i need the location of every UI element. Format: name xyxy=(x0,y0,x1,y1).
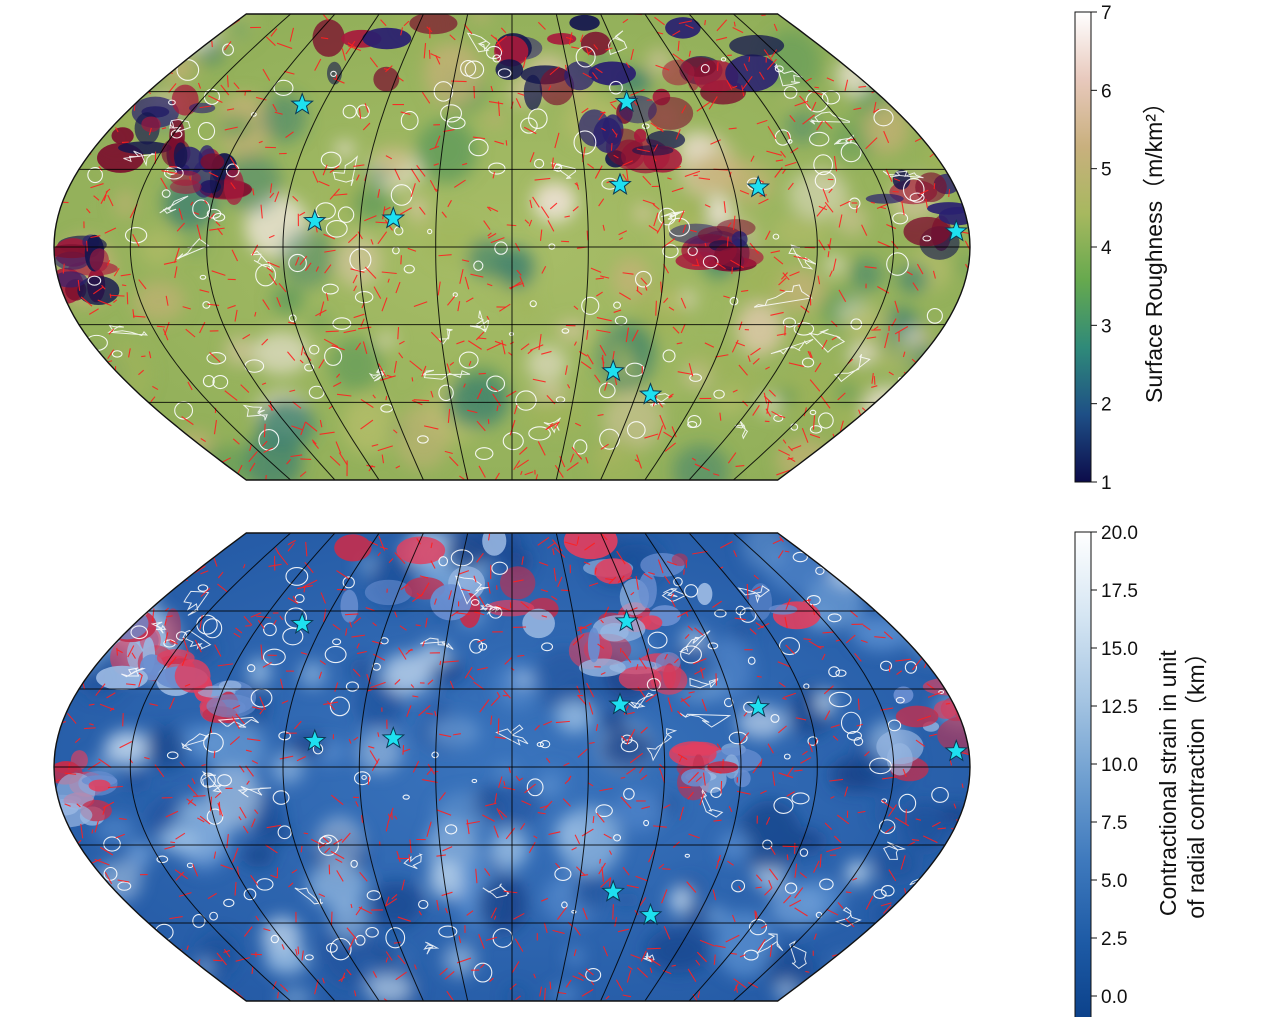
star-marker xyxy=(944,219,969,242)
colorbar-tick-label: 17.5 xyxy=(1101,581,1138,602)
colorbar-tick-label: 15.0 xyxy=(1101,639,1138,660)
region-outlines xyxy=(79,30,943,460)
star-marker xyxy=(381,206,406,229)
star-marker xyxy=(290,92,314,115)
strain-colorbar: 0.0 2.5 5.0 7.5 10.0 12.5 15.0 17.5 20.0 Contrac… xyxy=(1074,523,1209,1017)
roughness-colorbar: 1 2 3 4 5 6 7 Surface Roughness（m/km²） xyxy=(1074,3,1167,494)
colorbar-tick-label: 12.5 xyxy=(1101,697,1138,718)
map-boundary xyxy=(53,13,971,481)
colorbar-gradient xyxy=(1074,11,1092,483)
star-marker xyxy=(601,879,625,902)
colorbar-ticks: 0.0 2.5 5.0 7.5 10.0 12.5 15.0 17.5 20.0 xyxy=(1091,523,1138,1008)
surface-roughness-map xyxy=(53,13,971,481)
star-marker xyxy=(746,175,771,198)
colorbar-gradient xyxy=(1074,531,1092,1017)
colorbar-tick-label: 10.0 xyxy=(1101,755,1138,776)
star-markers xyxy=(290,89,969,405)
star-marker xyxy=(302,728,327,752)
star-marker xyxy=(601,358,625,382)
star-marker xyxy=(638,902,663,926)
map-boundary xyxy=(53,532,971,1002)
colorbar-tick-label: 1 xyxy=(1101,473,1112,494)
colorbar-title: Contractional strain in unit of radial c… xyxy=(1155,641,1209,918)
star-marker xyxy=(381,725,406,749)
colorbar-tick-label: 5.0 xyxy=(1101,871,1127,892)
colorbar-tick-label: 0.0 xyxy=(1101,987,1127,1008)
colorbar-tick-label: 7.5 xyxy=(1101,813,1127,834)
colorbar-tick-label: 3 xyxy=(1101,316,1112,337)
star-marker xyxy=(944,738,969,762)
colorbar-tick-label: 2 xyxy=(1101,395,1112,416)
colorbar-tick-label: 20.0 xyxy=(1101,523,1138,544)
star-marker xyxy=(608,172,632,195)
graticule xyxy=(54,14,970,480)
colorbar-tick-label: 6 xyxy=(1101,81,1112,102)
colorbar-tick-label: 4 xyxy=(1101,238,1112,259)
star-marker xyxy=(614,89,639,113)
star-marker xyxy=(638,382,663,405)
graticule xyxy=(54,533,970,1001)
colorbar-tick-label: 7 xyxy=(1101,3,1112,24)
contractional-strain-map xyxy=(53,532,971,1002)
star-marker xyxy=(302,208,327,232)
star-markers xyxy=(290,608,969,926)
star-marker xyxy=(608,692,632,715)
colorbar-title: Surface Roughness（m/km²） xyxy=(1141,91,1167,403)
star-marker xyxy=(746,694,771,718)
colorbar-ticks: 1 2 3 4 5 6 7 xyxy=(1091,3,1112,494)
star-marker xyxy=(614,608,639,632)
colorbar-tick-label: 5 xyxy=(1101,160,1112,181)
colorbar-tick-label: 2.5 xyxy=(1101,929,1127,950)
star-marker xyxy=(290,611,314,635)
